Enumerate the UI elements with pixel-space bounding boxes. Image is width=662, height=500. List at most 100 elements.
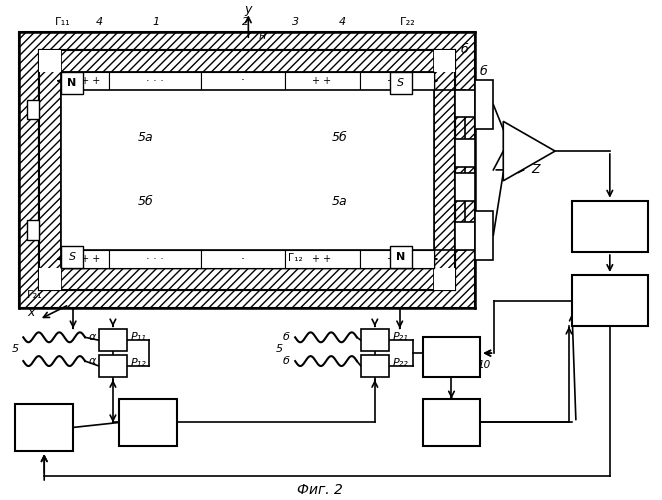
Bar [572,275,647,326]
Bar [61,250,109,268]
Bar [61,72,109,90]
Text: Г₁₂: Г₁₂ [288,253,303,263]
Text: + +: + + [312,254,332,264]
Text: 7: 7 [522,136,529,146]
Text: 5: 5 [12,344,19,354]
Text: x: x [28,306,35,319]
Text: S: S [397,78,404,88]
Bar [285,72,360,90]
Text: · · ·: · · · [146,254,164,264]
Bar [455,222,475,250]
Bar [455,139,475,167]
Bar [434,50,455,72]
Text: б: б [282,356,289,366]
Text: 5а: 5а [138,132,154,144]
Text: N: N [396,252,405,262]
Bar [285,250,360,268]
Bar [201,250,285,268]
Text: ·: · [240,252,244,266]
Bar [390,72,412,94]
Bar [15,404,73,451]
Bar [475,80,493,130]
Text: Фиг. 2: Фиг. 2 [297,483,343,497]
Bar [39,268,61,290]
Bar [39,50,455,72]
Text: α: α [89,356,97,366]
Text: СТ₂: СТ₂ [442,414,461,427]
Text: 8: 8 [606,231,614,244]
Bar [360,250,434,268]
Bar [61,246,83,268]
Bar [109,250,201,268]
Bar [39,50,455,290]
Text: ·: · [240,74,244,88]
Bar [53,64,442,276]
Bar [361,330,389,351]
Bar [361,355,389,377]
Text: 2: 2 [242,18,249,28]
Bar [99,355,127,377]
Text: Г₂₁: Г₂₁ [26,290,42,300]
Text: б: б [461,42,468,56]
Bar [201,72,285,90]
Bar [109,72,201,90]
Text: Р₂₁: Р₂₁ [393,332,408,342]
Text: 4: 4 [95,18,103,28]
Bar [434,268,455,290]
Text: 10: 10 [478,360,491,370]
Bar [61,250,434,268]
Bar [390,246,412,268]
Text: н: н [259,31,266,41]
Text: α: α [89,332,97,342]
Bar [39,268,455,290]
Bar [19,32,475,307]
Text: у: у [245,3,252,16]
Text: ФЧВ: ФЧВ [596,214,623,227]
Bar [61,90,434,250]
Bar [422,338,481,377]
Text: 3: 3 [291,18,299,28]
Bar [39,50,61,72]
Bar [99,330,127,351]
Text: 4: 4 [338,18,346,28]
Bar [27,220,39,240]
Text: 5а: 5а [332,196,348,208]
Bar [61,72,83,94]
Text: сум: сум [515,151,535,161]
Text: 9: 9 [606,305,614,318]
Bar [119,398,177,446]
Bar [61,72,434,90]
Text: б: б [479,66,487,78]
Text: 5: 5 [276,344,283,354]
Text: К₂: К₂ [38,419,51,432]
Bar [422,398,481,446]
Text: 11: 11 [140,430,155,440]
Text: Р₁₂: Р₁₂ [131,358,146,368]
Bar [455,90,475,118]
Text: N: N [68,78,77,88]
Text: СТ₁: СТ₁ [138,414,158,427]
Bar [434,50,455,290]
Text: + +: + + [387,254,406,264]
Bar [455,173,475,201]
Bar [360,72,434,90]
Text: ПУ: ПУ [602,288,618,301]
Bar [475,210,493,260]
Text: S: S [69,252,75,262]
Text: Р₁₁: Р₁₁ [131,332,146,342]
Text: 11: 11 [444,430,459,440]
Text: + +: + + [312,76,332,86]
Text: 10: 10 [37,436,52,446]
Text: Р₂₂: Р₂₂ [393,358,408,368]
Bar [27,100,39,119]
Text: · · ·: · · · [146,76,164,86]
Text: Г₂₂: Г₂₂ [400,18,416,28]
Text: + + +: + + + [70,254,100,264]
Text: Z: Z [531,164,540,176]
Text: + + +: + + + [70,76,100,86]
Text: б: б [282,332,289,342]
Polygon shape [503,122,555,181]
Text: + +: + + [387,76,406,86]
Bar [61,72,434,90]
Text: 5б: 5б [332,132,348,144]
